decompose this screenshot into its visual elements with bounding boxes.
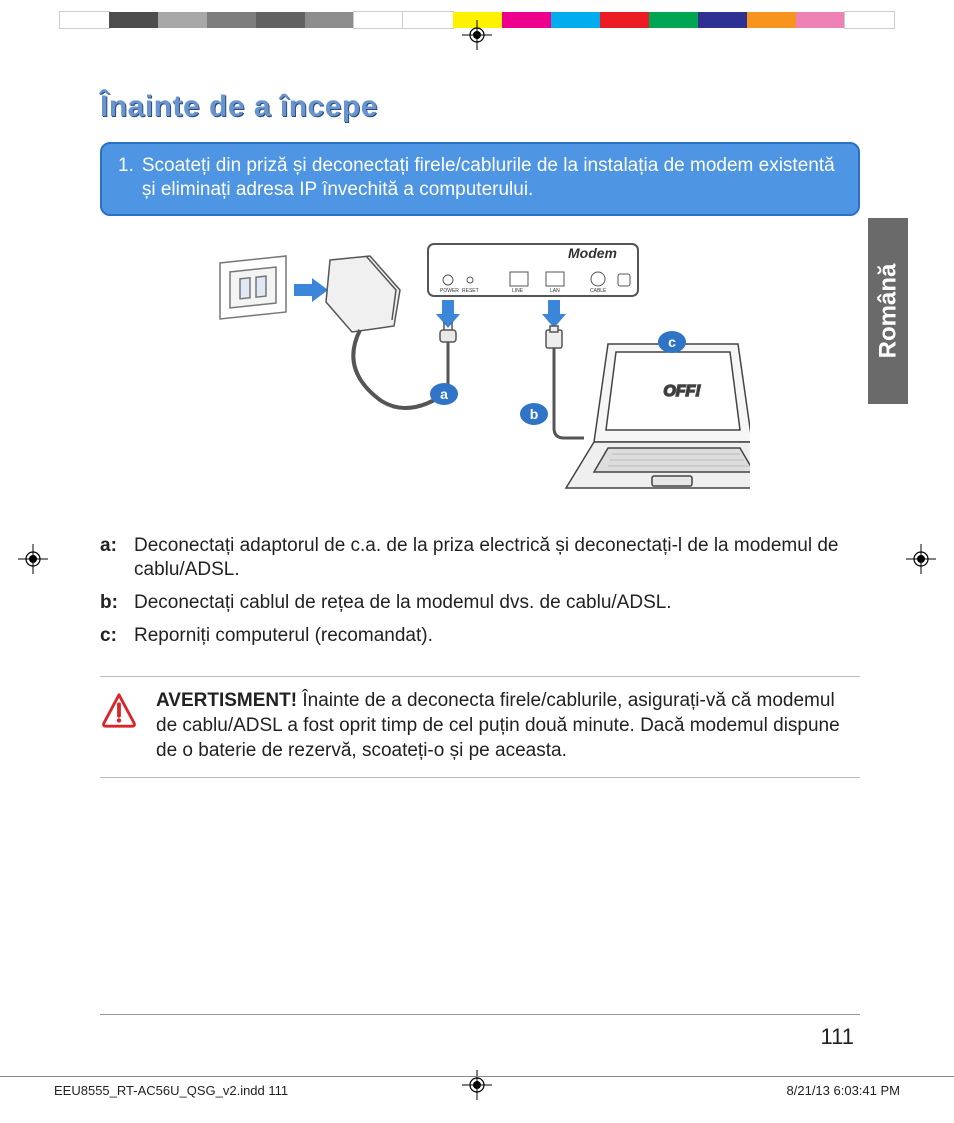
unplug-arrow-icon: [294, 278, 328, 302]
list-item: a: Deconectați adaptorul de c.a. de la p…: [100, 534, 860, 583]
step-text: Scoateți din priză și deconectați firele…: [142, 154, 842, 202]
list-item: c: Reporniți computerul (recomandat).: [100, 624, 860, 649]
registration-mark-icon: [462, 20, 492, 50]
list-text: Deconectați cablul de rețea de la modemu…: [134, 591, 672, 616]
meta-file: EEU8555_RT-AC56U_QSG_v2.indd 111: [54, 1083, 288, 1098]
list-key: a:: [100, 534, 124, 583]
svg-text:CABLE: CABLE: [590, 288, 607, 294]
warning-text: AVERTISMENT! Înainte de a deconecta fire…: [156, 689, 860, 763]
setup-diagram: Modem POWER RESET LINE LAN CABLE: [100, 216, 860, 534]
list-text: Reporniți computerul (recomandat).: [134, 624, 433, 649]
language-tab: Română: [868, 218, 908, 404]
warning-label: AVERTISMENT!: [156, 690, 297, 711]
registration-mark-icon: [906, 544, 936, 574]
language-tab-label: Română: [874, 264, 902, 359]
instruction-list: a: Deconectați adaptorul de c.a. de la p…: [100, 534, 860, 649]
diagram-badge-c: c: [658, 331, 686, 353]
warning-icon: [100, 689, 138, 763]
registration-mark-icon: [18, 544, 48, 574]
meta-date: 8/21/13 6:03:41 PM: [787, 1083, 900, 1098]
svg-text:OFF!: OFF!: [663, 383, 701, 400]
step-number: 1.: [118, 154, 134, 202]
svg-text:c: c: [668, 334, 676, 350]
page-content: Înainte de a începe 1. Scoateți din priz…: [100, 90, 860, 778]
list-key: b:: [100, 591, 124, 616]
svg-text:b: b: [530, 406, 539, 422]
svg-text:LINE: LINE: [512, 288, 524, 294]
unplug-arrow-icon: [542, 300, 566, 328]
print-meta-bar: EEU8555_RT-AC56U_QSG_v2.indd 111 8/21/13…: [0, 1076, 954, 1098]
svg-text:RESET: RESET: [462, 288, 479, 294]
list-text: Deconectați adaptorul de c.a. de la priz…: [134, 534, 860, 583]
unplug-arrow-icon: [436, 300, 460, 328]
footer-rule: [100, 1014, 860, 1015]
page-heading: Înainte de a începe: [100, 90, 860, 124]
warning-block: AVERTISMENT! Înainte de a deconecta fire…: [100, 676, 860, 778]
step-box: 1. Scoateți din priză și deconectați fir…: [100, 142, 860, 216]
svg-text:LAN: LAN: [550, 288, 560, 294]
diagram-badge-a: a: [430, 383, 458, 405]
diagram-badge-b: b: [520, 403, 548, 425]
page-number: 111: [821, 1024, 854, 1050]
svg-text:POWER: POWER: [440, 288, 459, 294]
list-item: b: Deconectați cablul de rețea de la mod…: [100, 591, 860, 616]
svg-text:a: a: [440, 386, 448, 402]
list-key: c:: [100, 624, 124, 649]
svg-text:Modem: Modem: [568, 245, 617, 261]
